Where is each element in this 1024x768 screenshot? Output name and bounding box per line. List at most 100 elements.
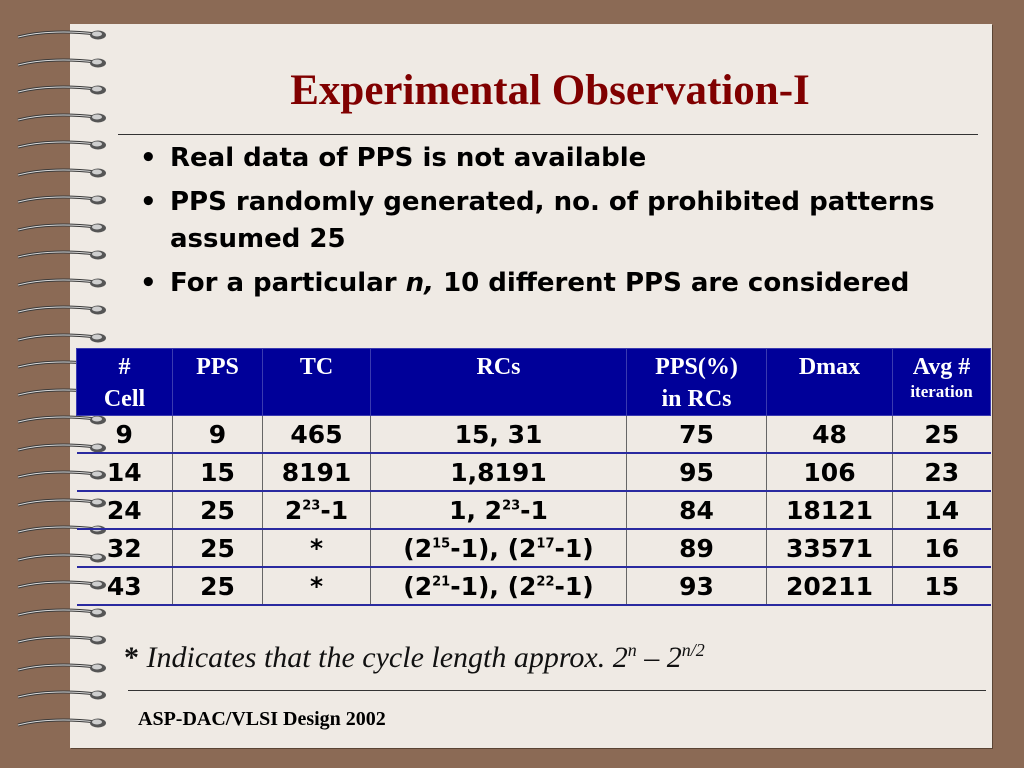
column-header: # Cell: [76, 348, 173, 416]
bullet-text: n,: [405, 268, 435, 298]
spiral-coil: [17, 223, 106, 232]
bullet-text: 10 different PPS are considered: [434, 268, 910, 298]
table-cell: 223-1: [262, 491, 371, 530]
column-header-sublabel: iteration: [910, 382, 973, 401]
spiral-coil: [17, 58, 106, 67]
bullet-item: • For a particular n, 10 different PPS ar…: [132, 265, 952, 302]
table-cell: 15: [892, 567, 991, 606]
cell-text: 48: [812, 419, 847, 449]
column-header-label: Cell: [103, 386, 146, 412]
table-row: 9 9 465 15, 31 75 48 25: [76, 415, 991, 454]
cell-text: 15: [924, 571, 960, 601]
table-cell: 18121: [766, 491, 893, 530]
column-header: Avg # iteration: [892, 348, 991, 416]
table-cell: 25: [892, 415, 991, 454]
cell-text: -1: [520, 495, 548, 525]
table-cell: 43: [76, 567, 173, 606]
table-cell: (221-1), (222-1): [370, 567, 627, 606]
cell-text: *: [309, 533, 324, 563]
table-cell: (215-1), (217-1): [370, 529, 627, 568]
cell-text: 1,8191: [450, 457, 547, 487]
footnote-text: Indicates that the cycle length approx. …: [146, 641, 628, 674]
spiral-coil: [17, 30, 106, 40]
cell-text: 1, 2: [449, 495, 503, 525]
cell-text: -1: [320, 495, 349, 525]
spiral-coil: [17, 718, 106, 727]
table-cell: 93: [626, 567, 767, 606]
cell-text: 93: [679, 571, 714, 601]
column-header-label: Avg #: [912, 354, 971, 380]
table-cell: 14: [76, 453, 173, 492]
cell-text: 23: [924, 457, 960, 487]
table-cell: 16: [892, 529, 991, 568]
table-header-row: # Cell PPS TC RCs PPS(%) in RCs Dmax Avg # iterat…: [76, 348, 991, 416]
cell-exponent: 21: [432, 574, 451, 590]
table-cell: 89: [626, 529, 767, 568]
cell-text: 25: [200, 533, 235, 563]
table-cell: 32: [76, 529, 173, 568]
table-cell: 25: [172, 567, 263, 606]
spiral-coil: [17, 305, 106, 315]
cell-text: (2: [403, 533, 433, 563]
table-body: 9 9 465 15, 31 75 48 25 14 15 8191 1,8191 95 106 23 24…: [76, 415, 991, 606]
cell-text: 2: [284, 495, 303, 525]
footnote: * Indicates that the cycle length approx…: [124, 640, 964, 675]
column-header-label: PPS(%): [655, 354, 738, 380]
column-header-label: PPS: [196, 354, 239, 380]
spiral-coil: [17, 333, 106, 342]
slide-title: Experimental Observation-I: [290, 67, 810, 114]
cell-text: 14: [924, 495, 960, 525]
cell-text: 25: [924, 419, 960, 449]
spiral-coil: [17, 85, 106, 95]
column-header: PPS: [172, 348, 263, 416]
cell-text: 15, 31: [454, 419, 543, 449]
cell-text: 106: [803, 457, 856, 487]
column-header: TC: [262, 348, 371, 416]
cell-text: 33571: [786, 533, 873, 563]
cell-text: 75: [679, 419, 714, 449]
table-cell: 48: [766, 415, 893, 454]
column-header-label: Dmax: [798, 354, 861, 380]
footer-text: ASP-DAC/VLSI Design 2002: [138, 708, 386, 730]
cell-text: 84: [679, 495, 714, 525]
table-cell: 15: [172, 453, 263, 492]
footnote-marker: *: [124, 641, 139, 674]
bullet-list: • Real data of PPS is not available • PPS r…: [132, 140, 952, 309]
spiral-coil: [17, 690, 106, 700]
spiral-coil: [17, 278, 106, 287]
cell-exponent: 23: [502, 498, 521, 514]
spiral-coil: [17, 113, 106, 122]
cell-text: -1), (2: [450, 533, 537, 563]
spiral-coil: [17, 608, 106, 617]
table-cell: 25: [172, 529, 263, 568]
bullet-marker: •: [140, 187, 157, 217]
title-divider: [118, 134, 978, 135]
table-row: 24 25 223-1 1, 223-1 84 18121 14: [76, 491, 991, 530]
table-cell: 1, 223-1: [370, 491, 627, 530]
bullet-text: Real data of PPS is not available: [170, 143, 647, 173]
table-cell: 33571: [766, 529, 893, 568]
table-cell: 106: [766, 453, 893, 492]
cell-exponent: 22: [536, 574, 555, 590]
table-cell: 15, 31: [370, 415, 627, 454]
table-cell: 95: [626, 453, 767, 492]
footnote-exponent: n: [627, 640, 637, 660]
cell-text: 18121: [786, 495, 873, 525]
column-header-label: in RCs: [661, 386, 732, 412]
results-table: # Cell PPS TC RCs PPS(%) in RCs Dmax Avg # iterat…: [76, 348, 991, 606]
cell-text: 16: [924, 533, 960, 563]
cell-text: 25: [200, 495, 235, 525]
table-cell: 23: [892, 453, 991, 492]
table-cell: 9: [76, 415, 173, 454]
cell-text: 9: [208, 419, 227, 449]
table-row: 14 15 8191 1,8191 95 106 23: [76, 453, 991, 492]
table-cell: 20211: [766, 567, 893, 606]
column-header-label: TC: [299, 354, 334, 380]
cell-text: 32: [106, 533, 142, 563]
spiral-coil: [17, 663, 106, 672]
cell-text: -1), (2: [450, 571, 537, 601]
table-cell: *: [262, 567, 371, 606]
cell-exponent: 15: [432, 536, 451, 552]
cell-text: 20211: [786, 571, 873, 601]
spiral-coil: [17, 195, 106, 205]
